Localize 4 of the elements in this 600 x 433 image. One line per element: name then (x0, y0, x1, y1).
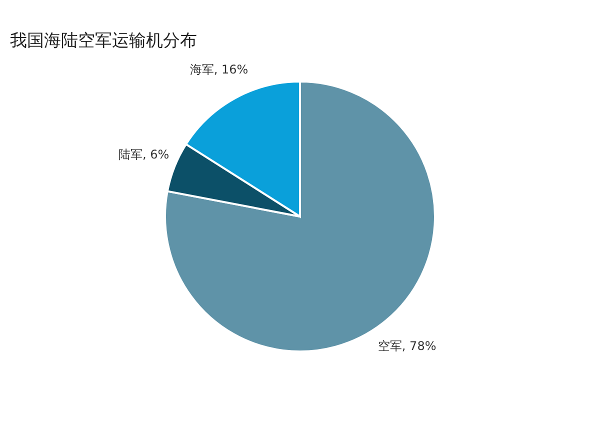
slice-label: 空军, 78% (378, 338, 436, 353)
slice-label: 陆军, 6% (118, 148, 170, 162)
chart-title: 我国海陆空军运输机分布 (10, 31, 197, 51)
slice-label: 海军, 16% (190, 62, 248, 76)
